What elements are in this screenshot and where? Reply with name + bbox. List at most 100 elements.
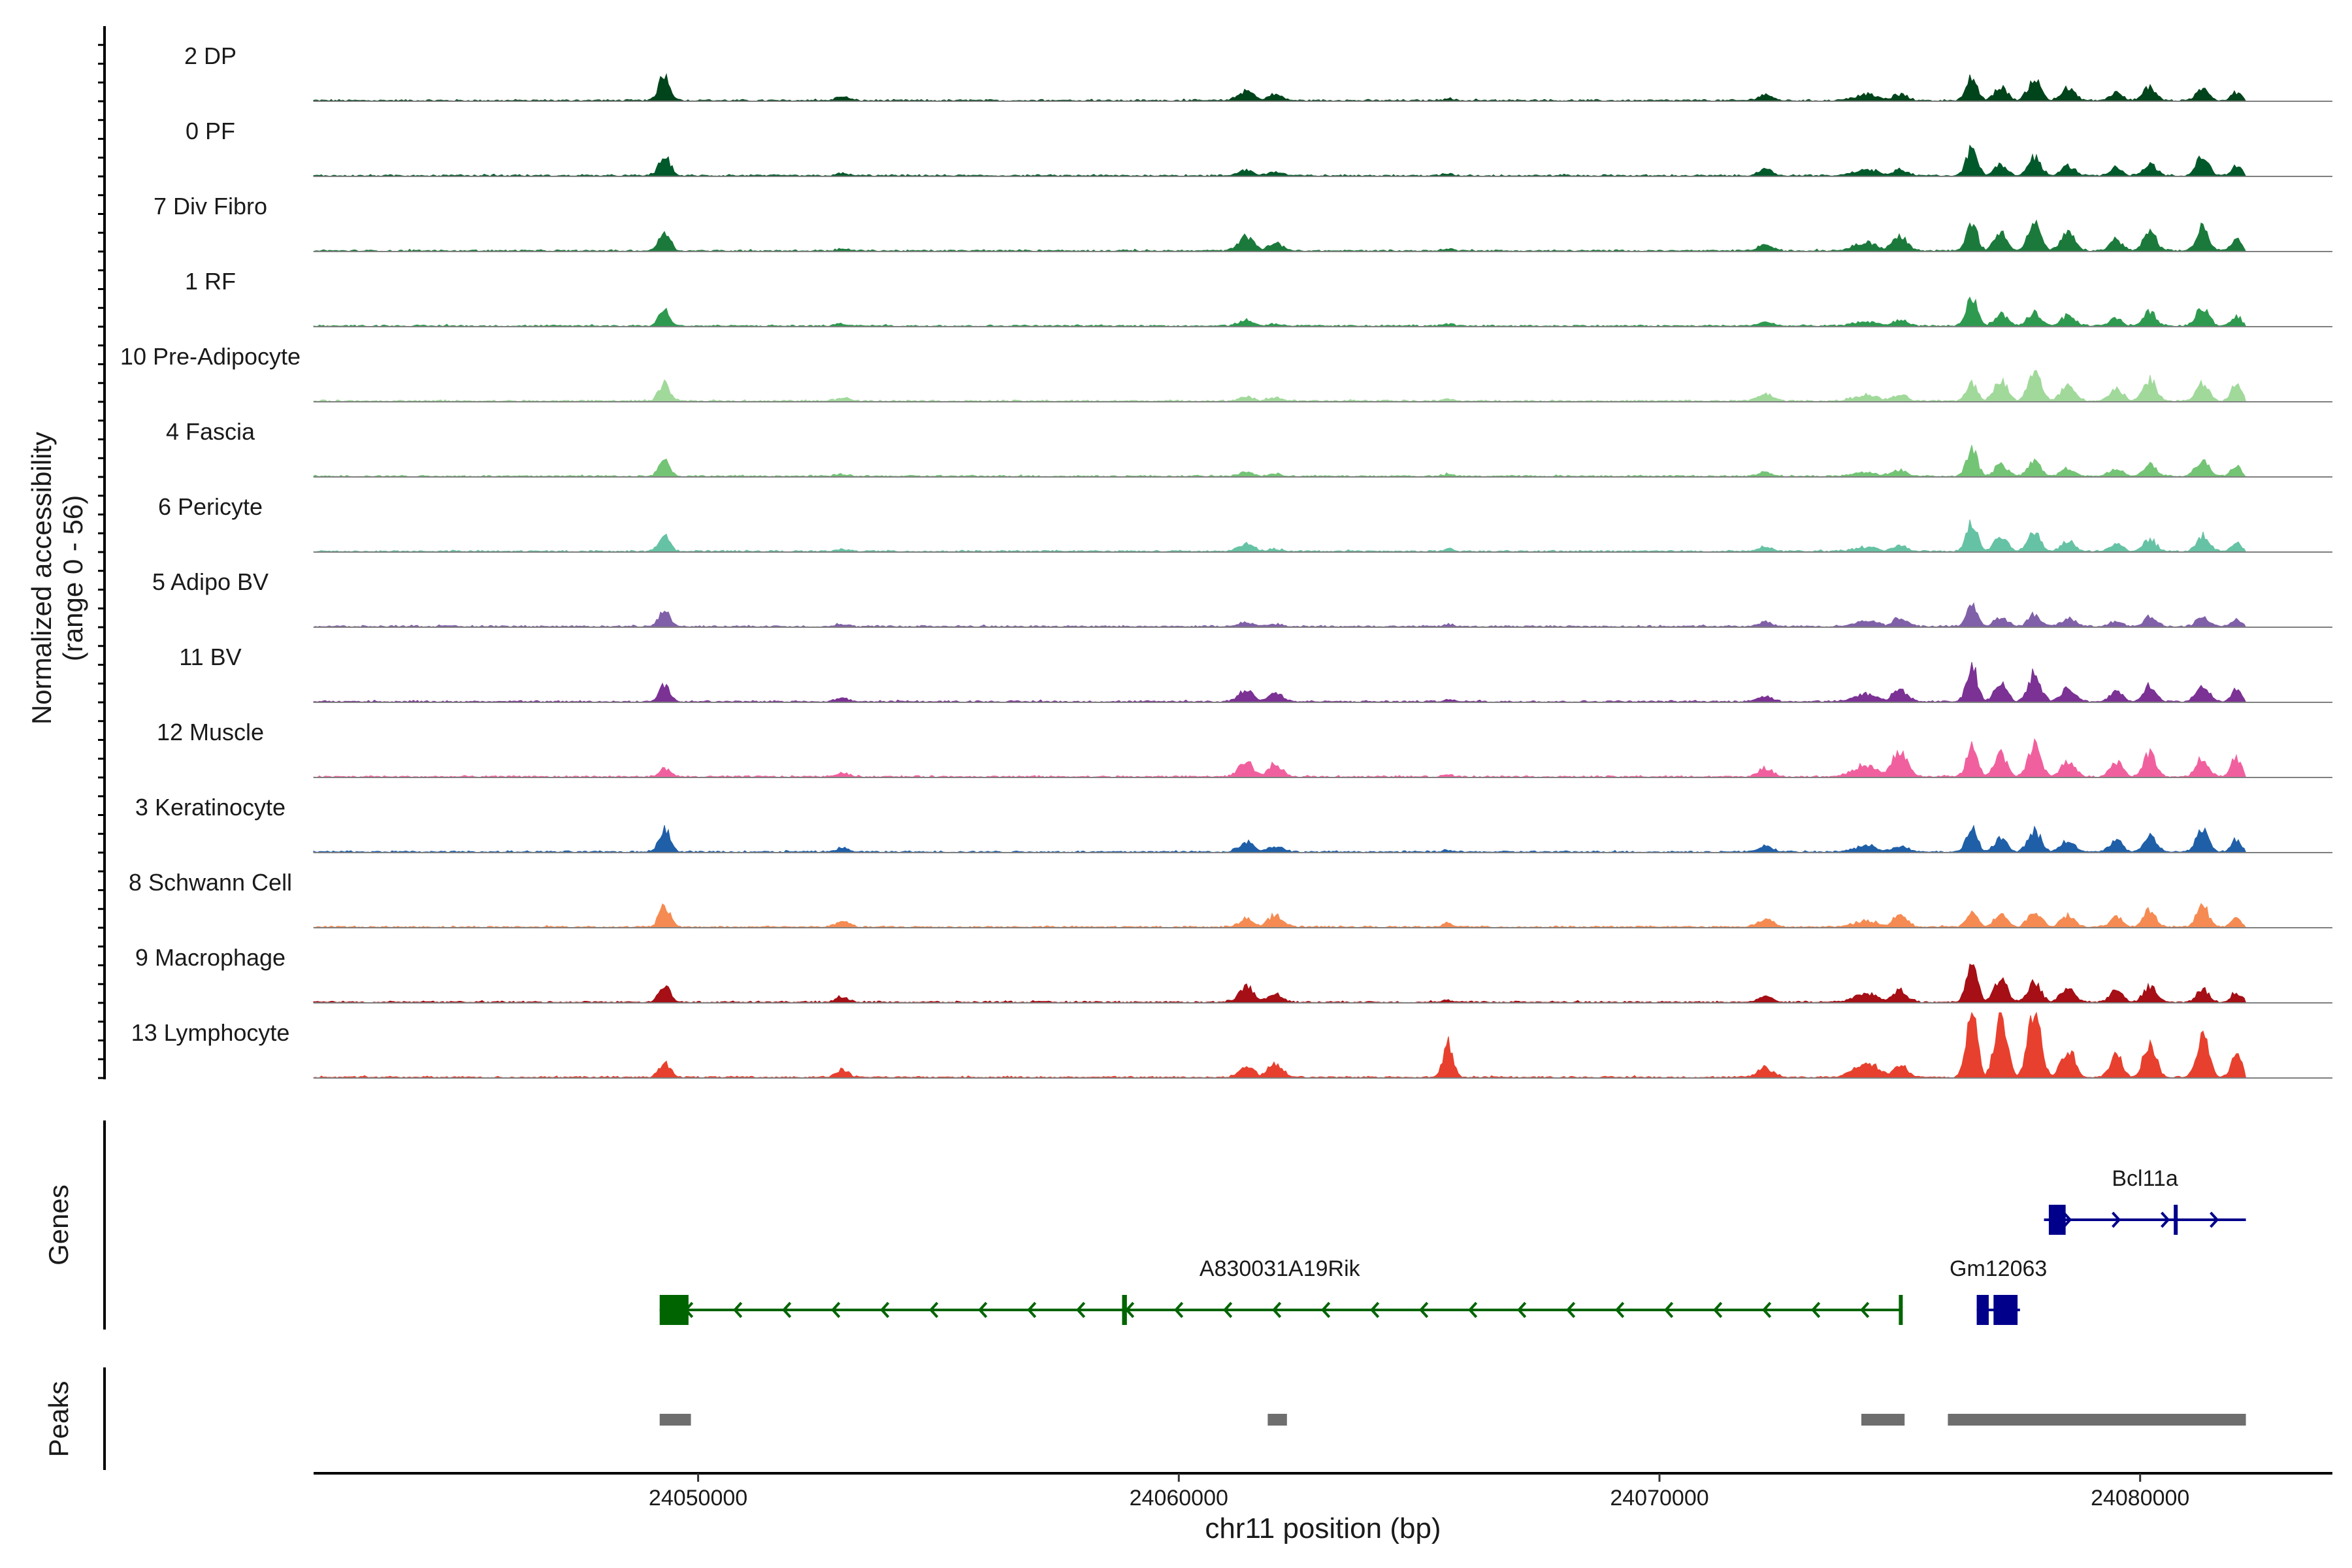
strand-arrow [1713,1301,1723,1318]
track-10-pre-adipocyte: 10 Pre-Adipocyte [120,343,2332,402]
gene-label: Gm12063 [1950,1256,2047,1281]
track-0-pf: 0 PF [186,118,2332,177]
coverage-area [313,73,2247,102]
strand-arrow [1468,1301,1478,1318]
track-9-macrophage: 9 Macrophage [135,944,2332,1004]
track-label: 7 Div Fibro [154,193,267,220]
strand-arrow [880,1301,890,1318]
track-label: 11 BV [179,644,241,670]
peak-regions [659,1414,2246,1426]
coverage-area [313,144,2247,177]
peak-region [1948,1414,2246,1426]
exon [2048,1205,2066,1235]
coverage-area [313,963,2247,1004]
strand-arrow [978,1301,988,1318]
exon [1122,1295,1127,1325]
track-8-schwann-cell: 8 Schwann Cell [129,869,2332,928]
strand-arrow [929,1301,939,1318]
strand-arrow [1321,1301,1331,1318]
strand-arrow [1860,1301,1870,1318]
exon [2174,1205,2178,1235]
x-axis: 24050000 24060000 24070000 24080000 chr11 p… [314,1472,2332,1544]
x-axis-ticks: 24050000 24060000 24070000 24080000 [649,1473,2189,1511]
track-2-dp: 2 DP [184,42,2332,102]
track-6-pericyte: 6 Pericyte [158,493,2332,553]
peaks-panel: Peaks [43,1367,2246,1470]
track-label: 12 Muscle [157,719,264,745]
x-tick-label: 24070000 [1610,1486,1708,1511]
coverage-area [313,825,2247,853]
y-axis-label-line-1: Normalized accessibility [26,432,57,725]
strand-arrow [1419,1301,1429,1318]
track-label: 1 RF [185,268,236,295]
gene-label: A830031A19Rik [1200,1256,1361,1281]
exon [659,1295,689,1325]
coverage-area [313,445,2247,478]
track-1-rf: 1 RF [185,268,2332,327]
strand-arrow [782,1301,792,1318]
track-label: 3 Keratinocyte [135,794,286,821]
y-axis-label-line-2: (range 0 - 56) [57,495,88,661]
gene-gm12063: Gm12063 [1950,1256,2047,1325]
peaks-panel-label: Peaks [43,1381,74,1458]
genes-panel: Genes A830031A19Rik Gm12063 Bcl11a [43,1120,2246,1330]
exon [1899,1295,1903,1325]
coverage-area [313,662,2247,703]
gene-label: Bcl11a [2112,1166,2178,1191]
gene-bcl11a: Bcl11a [2044,1166,2246,1235]
track-label: 10 Pre-Adipocyte [120,343,301,370]
exon [1976,1295,1989,1325]
strand-arrow [733,1301,743,1318]
strand-arrow [2210,1211,2219,1228]
peak-region [1267,1414,1287,1426]
strand-arrow [1762,1301,1772,1318]
track-13-lymphocyte: 13 Lymphocyte [131,1011,2332,1079]
strand-arrow [1370,1301,1380,1318]
gene-a830031a19rik: A830031A19Rik [659,1256,1903,1325]
track-label: 5 Adipo BV [152,568,269,595]
strand-arrow [1566,1301,1576,1318]
strand-arrow [2112,1211,2121,1228]
strand-arrow [2161,1211,2170,1228]
gene-models: A830031A19Rik Gm12063 Bcl11a [659,1166,2246,1325]
track-label: 4 Fascia [166,418,255,445]
strand-arrow [2063,1211,2072,1228]
track-label: 9 Macrophage [135,944,286,971]
genes-panel-label: Genes [43,1184,74,1266]
exon [1993,1295,2018,1325]
track-11-bv: 11 BV [179,644,2332,703]
track-3-keratinocyte: 3 Keratinocyte [135,794,2332,853]
coverage-area [313,1011,2247,1079]
coverage-area [313,519,2247,553]
y-axis [98,26,106,1079]
x-tick-label: 24080000 [2091,1486,2189,1511]
peak-region [659,1414,691,1426]
strand-arrow [1615,1301,1625,1318]
strand-arrow [1811,1301,1821,1318]
peak-region [1861,1414,1905,1426]
track-label: 13 Lymphocyte [131,1019,290,1046]
coverage-area [313,602,2247,628]
track-4-fascia: 4 Fascia [166,418,2332,478]
accessibility-tracks: 2 DP 0 PF 7 Div Fibro 1 RF 10 Pre-Adipocyte 4… [120,42,2332,1079]
strand-arrow [1174,1301,1184,1318]
track-label: 0 PF [186,118,235,144]
strand-arrow [831,1301,841,1318]
strand-arrow [1076,1301,1086,1318]
strand-arrow [1664,1301,1674,1318]
strand-arrow [1027,1301,1037,1318]
x-tick-label: 24060000 [1130,1486,1228,1511]
x-axis-label: chr11 position (bp) [1205,1512,1441,1544]
coverage-area [313,370,2247,402]
coverage-area [313,296,2247,327]
coverage-area [313,219,2247,252]
track-label: 2 DP [184,42,237,69]
track-12-muscle: 12 Muscle [157,719,2332,778]
track-5-adipo-bv: 5 Adipo BV [152,568,2332,628]
track-7-div-fibro: 7 Div Fibro [154,193,2332,252]
track-label: 8 Schwann Cell [129,869,292,896]
strand-arrow [1272,1301,1282,1318]
coverage-area [313,903,2247,928]
strand-arrow [1223,1301,1233,1318]
